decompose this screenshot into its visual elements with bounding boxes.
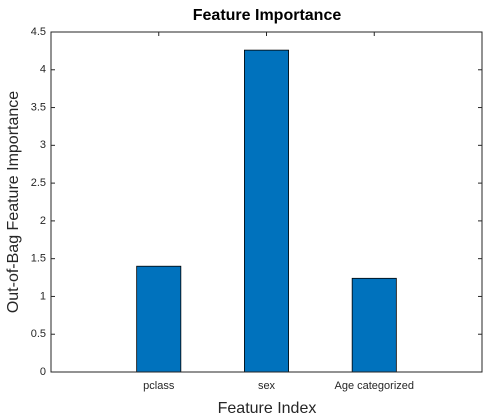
x-tick-label: pclass [143, 380, 175, 392]
y-tick-label: 0.5 [31, 328, 46, 340]
bar [244, 49, 289, 373]
y-tick-label: 4.5 [31, 26, 46, 38]
y-tick-label: 3.5 [31, 101, 46, 113]
y-tick-label: 0 [40, 366, 46, 378]
bar [136, 265, 182, 373]
x-axis-label: Feature Index [218, 400, 317, 417]
y-axis-label: Out-of-Bag Feature Importance [5, 91, 22, 313]
y-tick-label: 2 [40, 215, 46, 227]
y-tick-label: 1.5 [31, 253, 46, 265]
x-tick-label: Age categorized [335, 380, 415, 392]
y-tick-label: 2.5 [31, 177, 46, 189]
bar [351, 277, 397, 373]
axes-box [50, 31, 483, 373]
y-tick-label: 1 [40, 290, 46, 302]
y-tick-label: 4 [40, 64, 46, 76]
y-tick-label: 3 [40, 139, 46, 151]
chart-title: Feature Importance [193, 7, 342, 24]
x-tick-label: sex [258, 380, 276, 392]
